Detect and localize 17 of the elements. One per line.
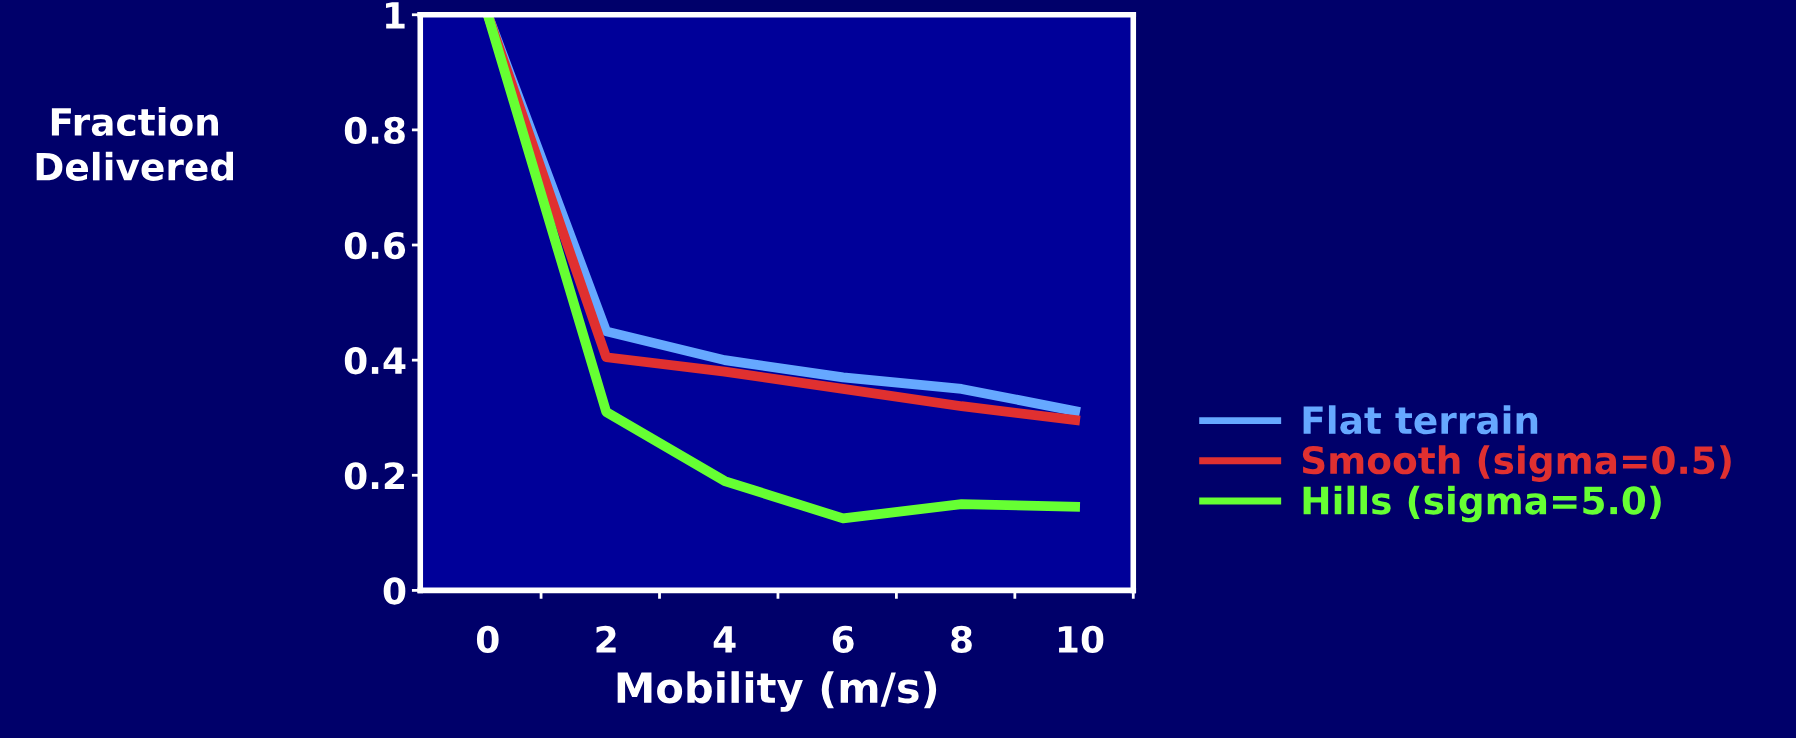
x-axis-title: Mobility (m/s) bbox=[617, 671, 937, 712]
y-tick-label: 0.2 bbox=[344, 462, 404, 490]
y-tick-label: 0.6 bbox=[344, 231, 406, 260]
y-tick-label: 0.4 bbox=[344, 347, 406, 375]
y-tick-label: 1 bbox=[386, 2, 405, 29]
legend-label: Hills (sigma=5.0) bbox=[1303, 485, 1661, 523]
legend-label: Flat terrain bbox=[1303, 405, 1538, 435]
x-tick-label: 6 bbox=[832, 625, 854, 654]
y-tick-label: 0 bbox=[383, 577, 406, 605]
x-tick-label: 4 bbox=[713, 626, 736, 653]
x-tick-label: 10 bbox=[1058, 625, 1104, 654]
x-tick-label: 0 bbox=[476, 625, 499, 654]
y-tick-label: 0.8 bbox=[344, 116, 405, 145]
x-tick-label: 2 bbox=[596, 625, 616, 653]
x-tick-label: 8 bbox=[951, 625, 972, 654]
y-axis-title: Fraction Delivered bbox=[36, 107, 234, 181]
legend-label: Smooth (sigma=0.5) bbox=[1302, 445, 1731, 482]
